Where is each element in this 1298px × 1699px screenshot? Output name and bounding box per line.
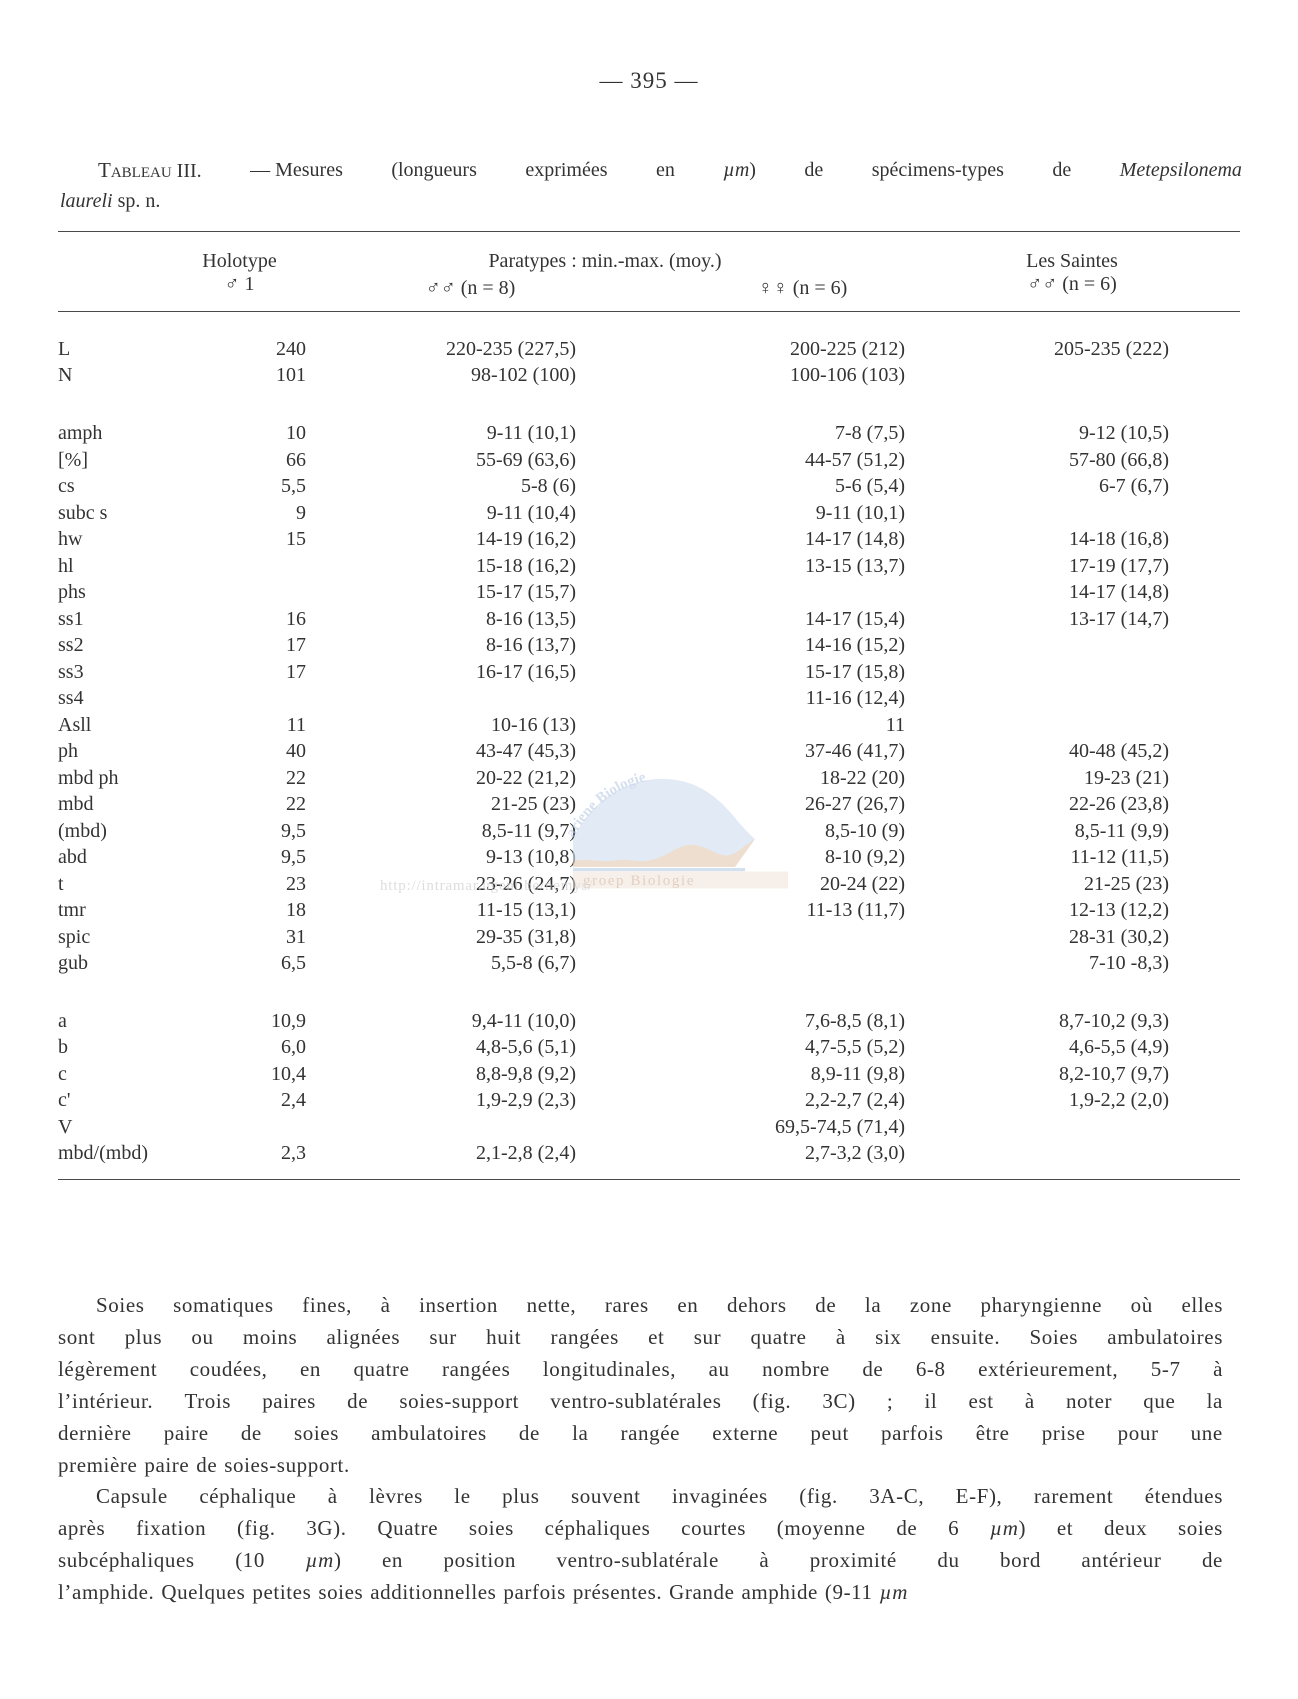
svg-text:groep Biologie: groep Biologie xyxy=(583,873,695,889)
svg-text:http://intramar.ugent.be/nemys: http://intramar.ugent.be/nemys/ xyxy=(380,878,593,894)
